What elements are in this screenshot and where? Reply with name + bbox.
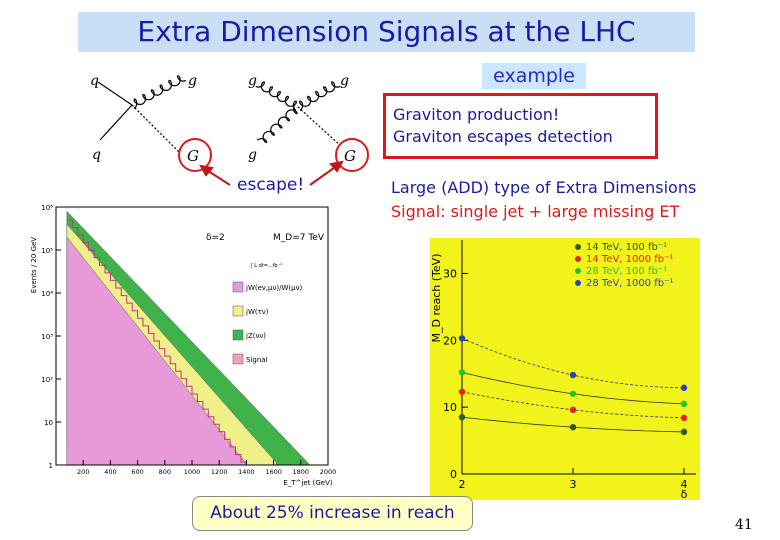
feynman-right [255, 81, 343, 148]
y-tick-label: 20 [443, 334, 457, 347]
legend-label: 14 TeV, 100 fb⁻¹ [586, 242, 667, 253]
data-point [458, 369, 466, 376]
x-tick-label: 600 [131, 468, 143, 476]
data-point [569, 371, 577, 379]
data-point [458, 388, 466, 395]
data-point [680, 400, 688, 407]
data-point [569, 390, 577, 397]
legend-marker [575, 268, 581, 274]
legend-label: jW(τν) [245, 308, 269, 316]
x-tick-label: 1800 [293, 468, 310, 476]
legend-label: jW(eν,μν)/W(μν) [245, 284, 303, 292]
y-tick-label: 30 [443, 267, 457, 280]
slide-title: Extra Dimension Signals at the LHC [78, 12, 695, 52]
x-tick-label: 4 [681, 478, 688, 491]
data-point [458, 413, 466, 421]
et-distribution-chart: 1 10 10² 10³ 10⁴ 10⁵ 10⁶ 200 400 600 800 1000 1200 14… [30, 204, 336, 487]
y-tick-label: 10 [443, 401, 457, 414]
label-g-top-right: g [340, 73, 349, 89]
escape-label: escape! [237, 175, 305, 195]
md-reach-chart: 0 10 20 30 2 3 4δ M_D reach (TeV) 14 TeV, 100 fb… [430, 238, 700, 501]
graviton-line-2: Graviton escapes detection [393, 127, 613, 146]
y-tick-label: 10⁵ [41, 247, 53, 255]
annotation-delta: δ=2 [206, 233, 225, 243]
legend-label: Signal [246, 356, 268, 364]
label-g-top-left: g [248, 73, 257, 89]
example-badge: example [482, 63, 586, 89]
reach-increase-box: About 25% increase in reach [192, 496, 473, 531]
legend-swatch [232, 353, 244, 365]
legend-marker [575, 244, 581, 250]
signal-line-1: Large (ADD) type of Extra Dimensions [391, 178, 697, 197]
feynman-left [97, 75, 187, 154]
legend-swatch [232, 305, 244, 317]
graviton-circle-left [178, 138, 212, 172]
y-tick-label: 10² [41, 376, 53, 384]
y-tick-label: 10 [44, 419, 53, 427]
legend-label: 14 TeV, 1000 fb⁻¹ [586, 254, 673, 265]
escape-arrows [199, 160, 344, 186]
data-point [680, 428, 688, 436]
signal-steps [66, 219, 290, 466]
signal-line-2: Signal: single jet + large missing ET [391, 202, 680, 221]
x-tick-label: 400 [104, 468, 116, 476]
y-tick-label: 10³ [41, 333, 53, 341]
x-axis-label: δ [681, 488, 688, 501]
data-point [680, 414, 688, 422]
x-tick-label: 1200 [211, 468, 228, 476]
y-tick-label: 0 [450, 468, 457, 481]
legend-label: jZ(νν) [245, 332, 266, 340]
y-tick-label: 10⁴ [41, 290, 53, 298]
y-axis-label: M_D reach (TeV) [430, 254, 443, 343]
reach-chart-group: 0 10 20 30 2 3 4δ M_D reach (TeV) 14 TeV, 100 fb… [430, 238, 700, 501]
graviton-circle-right [335, 138, 369, 172]
label-q-bottom: q [92, 147, 101, 163]
legend-label: 28 TeV, 1000 fb⁻¹ [586, 278, 673, 289]
annotation-md: M_D=7 TeV [273, 233, 325, 243]
label-G-right: G [344, 147, 356, 165]
data-point [569, 424, 577, 431]
x-tick-label: 3 [570, 478, 577, 491]
page-number: 41 [735, 517, 753, 533]
data-point [680, 384, 688, 391]
graviton-line-1: Graviton production! [393, 105, 560, 124]
label-g-bottom: g [248, 147, 257, 163]
legend-swatch [232, 329, 244, 341]
label-q-top: q [90, 73, 99, 89]
plot-background [430, 238, 700, 500]
x-tick-label: 800 [159, 468, 171, 476]
y-axis-label: Events / 20 GeV [30, 237, 38, 293]
y-tick-label: 10⁶ [41, 204, 53, 212]
legend-marker [575, 280, 581, 286]
x-axis-label: E_T^jet (GeV) [283, 479, 333, 487]
data-point [569, 406, 577, 414]
y-tick-label: 1 [49, 462, 53, 470]
signal-text: Large (ADD) type of Extra Dimensions Sig… [391, 176, 696, 224]
gluon-left [133, 75, 187, 109]
data-point [458, 335, 466, 342]
x-tick-label: 1000 [184, 468, 201, 476]
annotation-lumi: ∫ L dt=...fb⁻¹ [250, 263, 282, 269]
label-g-top: g [188, 73, 197, 89]
et-chart-group: 1 10 10² 10³ 10⁴ 10⁵ 10⁶ 200 400 600 800 1000 1200 14… [30, 204, 336, 487]
legend-marker [575, 256, 581, 262]
x-tick-label: 2 [459, 478, 466, 491]
x-tick-label: 200 [77, 468, 89, 476]
legend-swatch [232, 281, 244, 293]
x-tick-label: 2000 [320, 468, 337, 476]
feynman-diagrams: q g q G g g g G [90, 73, 369, 186]
label-G-left: G [187, 147, 199, 165]
graviton-box: Graviton production! Graviton escapes de… [383, 93, 658, 159]
x-tick-label: 1400 [238, 468, 255, 476]
x-tick-label: 1600 [265, 468, 282, 476]
legend-label: 28 TeV, 100 fb⁻¹ [586, 266, 667, 277]
